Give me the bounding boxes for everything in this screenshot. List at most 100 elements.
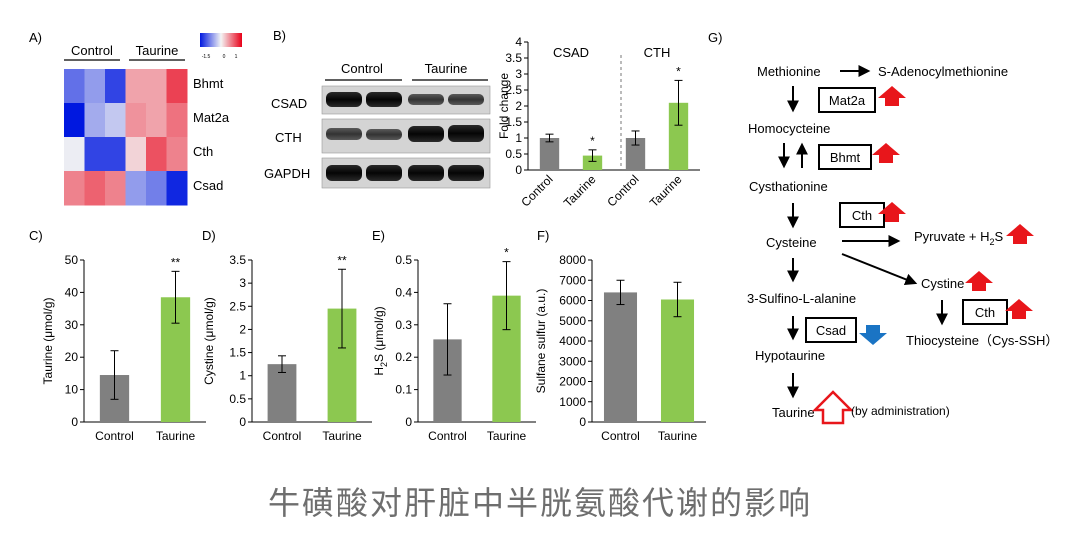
heatmap-cell — [126, 171, 147, 206]
node-methionine: Methionine — [757, 64, 821, 79]
panel-b-western-blot: B) Control Taurine CSAD CTH GAPDH — [264, 28, 490, 188]
node-thiocysteine: Thiocysteine（Cys-SSH） — [906, 333, 1058, 348]
group-label-cth: CTH — [644, 45, 671, 60]
heatmap-cell — [126, 103, 147, 138]
y-title-part: S (μmol/g) — [372, 306, 386, 362]
heatmap-cell — [64, 171, 85, 206]
panel-d-label: D) — [202, 228, 216, 243]
panel-g-pathway: G) Methionine S-Adenocylmethionine Mat2a… — [708, 30, 1058, 423]
panel-f-sulfane-chart: 010002000300040005000600070008000Control… — [534, 253, 706, 443]
y-tick-label: 40 — [65, 285, 79, 299]
band-label-csad: CSAD — [271, 96, 307, 111]
heatmap-cell — [126, 69, 147, 104]
node-hypotaurine: Hypotaurine — [755, 348, 825, 363]
heatmap-cell — [85, 69, 106, 104]
band-label-gapdh: GAPDH — [264, 166, 310, 181]
panel-b-label: B) — [273, 28, 286, 43]
group-label-csad: CSAD — [553, 45, 589, 60]
y-tick-label: 3000 — [559, 354, 586, 368]
y-tick-label: 3.5 — [229, 253, 246, 267]
panel-c-taurine-chart: 01020304050Control**TaurineTaurine (μmol… — [41, 253, 206, 443]
band-csad-taurine-2 — [448, 94, 484, 105]
gene-label-cth: Cth — [193, 144, 213, 159]
panel-e-label: E) — [372, 228, 385, 243]
band-cth-taurine-1 — [408, 126, 444, 142]
up-arrow-cth-2-icon — [1005, 299, 1033, 319]
x-category-label: Control — [263, 429, 302, 443]
x-category-label: Taurine — [322, 429, 362, 443]
significance-marker: ** — [171, 255, 181, 269]
x-category-label: Taurine — [156, 429, 196, 443]
y-tick-label: 1 — [515, 131, 522, 145]
heatmap-cell — [146, 171, 167, 206]
y-tick-label: 1.5 — [229, 346, 246, 360]
y-axis-title: Taurine (μmol/g) — [41, 298, 55, 385]
figure-caption: 牛磺酸对肝脏中半胱氨酸代谢的影响 — [0, 478, 1080, 524]
y-tick-label: 0 — [515, 163, 522, 177]
up-arrow-taurine-admin-icon — [815, 392, 851, 423]
gene-label-mat2a: Mat2a — [193, 110, 230, 125]
y-tick-label: 20 — [65, 350, 79, 364]
panel-c-label: C) — [29, 228, 43, 243]
y-tick-label: 30 — [65, 318, 79, 332]
significance-marker: * — [676, 64, 681, 78]
arrow-cysteine-to-cystine — [842, 254, 915, 283]
band-cth-control-2 — [366, 129, 402, 140]
up-arrow-mat2a-icon — [878, 86, 906, 106]
y-tick-label: 2.5 — [229, 299, 246, 313]
y-title-part: H — [372, 367, 386, 376]
node-cystine: Cystine — [921, 276, 964, 291]
y-tick-label: 0.5 — [229, 392, 246, 406]
bar-taurine — [661, 299, 694, 422]
node-homocysteine: Homocycteine — [748, 121, 830, 136]
y-tick-label: 0 — [71, 415, 78, 429]
y-tick-label: 4 — [515, 35, 522, 49]
x-category-label: Taurine — [647, 172, 685, 210]
band-label-cth: CTH — [275, 130, 302, 145]
heatmap-cell — [64, 69, 85, 104]
heatmap-cell — [105, 171, 126, 206]
scale-tick-min: -1.5 — [202, 54, 211, 60]
y-tick-label: 1 — [239, 369, 246, 383]
up-arrow-h2s-icon — [1006, 224, 1034, 244]
y-tick-label: 2 — [515, 99, 522, 113]
x-category-label: Taurine — [487, 429, 527, 443]
blot-taurine-label: Taurine — [425, 61, 468, 76]
band-cth-control-1 — [326, 128, 362, 140]
y-tick-label: 3 — [239, 276, 246, 290]
heatmap-cell — [146, 69, 167, 104]
y-tick-label: 50 — [65, 253, 79, 267]
band-gapdh-control-2 — [366, 165, 402, 181]
heatmap-cell — [64, 103, 85, 138]
node-taurine: Taurine — [772, 405, 815, 420]
y-axis-title: Sulfane sulfur (a.u.) — [534, 289, 548, 394]
y-tick-label: 0.1 — [395, 383, 412, 397]
heatmap-cell — [146, 103, 167, 138]
heatmap-cell — [167, 137, 188, 172]
significance-marker: * — [590, 134, 595, 148]
y-tick-label: 10 — [65, 383, 79, 397]
heatmap-grid — [64, 69, 188, 206]
band-csad-control-1 — [326, 92, 362, 107]
enzyme-bhmt: Bhmt — [830, 150, 861, 165]
band-gapdh-taurine-2 — [448, 165, 484, 181]
node-cysteine: Cysteine — [766, 235, 817, 250]
y-tick-label: 0.2 — [395, 350, 412, 364]
heatmap-cell — [167, 69, 188, 104]
panel-e-h2s-chart: 00.10.20.30.40.5Control*TaurineH2S (μmol… — [372, 246, 536, 443]
x-category-label: Control — [428, 429, 467, 443]
node-3-sulfino-l-alanine: 3-Sulfino-L-alanine — [747, 291, 856, 306]
up-arrow-bhmt-icon — [872, 143, 900, 163]
y-axis-title: Cystine (μmol/g) — [202, 297, 216, 385]
heatmap-cell — [146, 137, 167, 172]
up-arrow-cystine-icon — [965, 271, 993, 291]
panel-b-fold-change-chart: 00.511.522.533.54Control*TaurineControl*… — [497, 35, 700, 210]
taurine-administration-note: (by administration) — [851, 404, 950, 418]
heatmap-cell — [167, 171, 188, 206]
heatmap-cell — [105, 103, 126, 138]
y-tick-label: 0.5 — [505, 147, 522, 161]
x-category-label: Control — [518, 172, 555, 209]
blot-control-label: Control — [341, 61, 383, 76]
heatmap-cell — [126, 137, 147, 172]
